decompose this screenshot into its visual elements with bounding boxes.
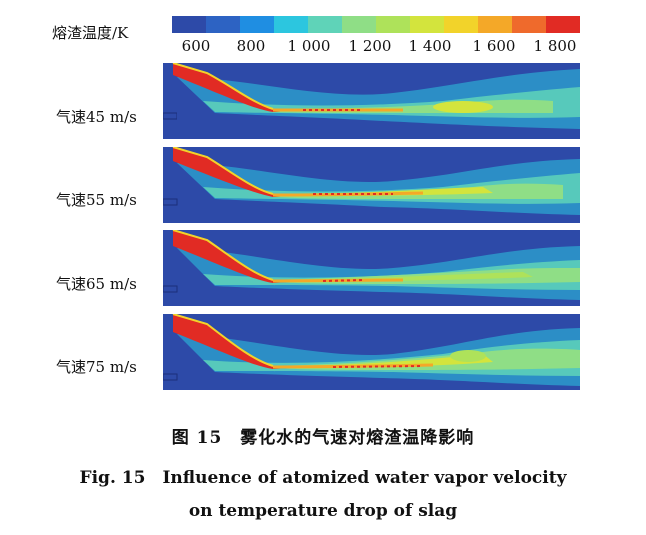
caption-english-line2: on temperature drop of slag: [188, 501, 458, 521]
panel-label-45: 气速45 m/s: [56, 108, 137, 126]
colorbar-swatch: [240, 16, 274, 33]
colorbar-tick-label: 1 800: [533, 37, 577, 55]
colorbar-swatch: [308, 16, 342, 33]
contour-panel-45: [163, 63, 580, 139]
colorbar-tick-label: 1 400: [408, 37, 452, 55]
colorbar: [172, 16, 580, 33]
colorbar-swatch: [342, 16, 376, 33]
colorbar-swatch: [546, 16, 580, 33]
colorbar-title: 熔渣温度/K: [52, 24, 129, 42]
contour-panel-55: [163, 147, 580, 223]
caption-english-line1: Fig. 15 Influence of atomized water vapo…: [79, 468, 567, 488]
colorbar-tick-label: 1 200: [348, 37, 392, 55]
panel-label-55: 气速55 m/s: [56, 191, 137, 209]
colorbar-swatch: [512, 16, 546, 33]
colorbar-swatch: [444, 16, 478, 33]
contour-panel-75: [163, 314, 580, 390]
colorbar-tick-label: 800: [236, 37, 266, 55]
colorbar-swatch: [172, 16, 206, 33]
colorbar-tick-label: 1 600: [472, 37, 516, 55]
colorbar-swatch: [410, 16, 444, 33]
colorbar-swatch: [376, 16, 410, 33]
caption-chinese: 图 15 雾化水的气速对熔渣温降影响: [171, 428, 475, 448]
colorbar-swatch: [478, 16, 512, 33]
contour-panel-65: [163, 230, 580, 306]
colorbar-swatch: [206, 16, 240, 33]
colorbar-swatch: [274, 16, 308, 33]
panel-label-65: 气速65 m/s: [56, 275, 137, 293]
panel-label-75: 气速75 m/s: [56, 358, 137, 376]
colorbar-tick-label: 1 000: [287, 37, 331, 55]
colorbar-tick-label: 600: [181, 37, 211, 55]
